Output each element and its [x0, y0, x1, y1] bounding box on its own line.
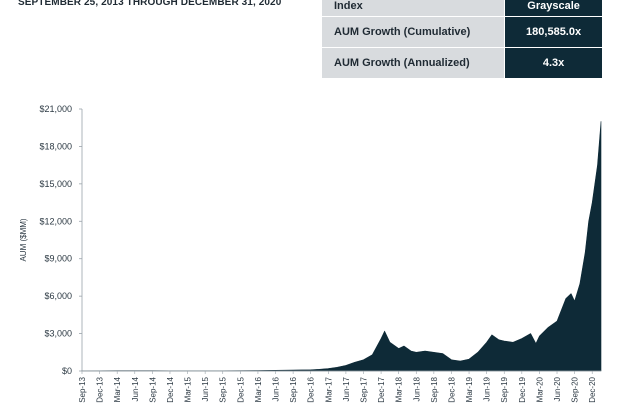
x-tick-label: Mar-14: [113, 376, 122, 402]
stats-label: Index: [322, 0, 506, 17]
stats-label: AUM Growth (Annualized): [322, 47, 506, 78]
x-tick-label: Sep-19: [500, 376, 509, 402]
stats-row: AUM Growth (Cumulative) 180,585.0x: [322, 16, 602, 48]
y-tick-label: $18,000: [39, 141, 72, 151]
aum-stats-table: Index Grayscale AUM Growth (Cumulative) …: [322, 0, 602, 78]
x-tick-label: Dec-18: [447, 376, 456, 402]
x-tick-label: Sep-13: [78, 376, 87, 402]
x-tick-label: Jun-14: [131, 376, 140, 401]
x-tick-label: Mar-15: [184, 376, 193, 402]
x-tick-label: Mar-17: [324, 376, 333, 402]
y-axis-label: AUM ($MM): [19, 218, 28, 261]
stats-row: AUM Growth (Annualized) 4.3x: [322, 47, 602, 78]
x-tick-label: Mar-18: [395, 376, 404, 402]
stats-value: 180,585.0x: [504, 16, 602, 48]
x-tick-label: Sep-18: [430, 376, 439, 402]
y-tick-label: $15,000: [39, 179, 72, 189]
stats-label: AUM Growth (Cumulative): [322, 16, 506, 48]
stats-row: Index Grayscale: [322, 0, 602, 17]
x-tick-label: Dec-20: [588, 376, 597, 402]
x-tick-label: Jun-19: [483, 376, 492, 401]
x-tick-label: Jun-18: [412, 376, 421, 401]
x-tick-label: Mar-19: [465, 376, 474, 402]
stats-value: Grayscale: [504, 0, 602, 17]
x-tick-label: Sep-15: [219, 376, 228, 402]
x-tick-label: Jun-15: [201, 376, 210, 401]
y-tick-label: $6,000: [44, 291, 72, 301]
x-tick-label: Mar-20: [535, 376, 544, 402]
aum-area-series: [81, 121, 602, 372]
y-tick-label: $21,000: [39, 104, 72, 114]
x-tick-label: Dec-17: [377, 376, 386, 402]
x-tick-label: Dec-19: [518, 376, 527, 402]
x-tick-label: Dec-14: [166, 376, 175, 402]
y-tick-label: $9,000: [44, 254, 72, 264]
x-tick-label: Jun-16: [272, 376, 281, 401]
x-tick-label: Mar-16: [254, 376, 263, 402]
x-tick-label: Dec-16: [307, 376, 316, 402]
stats-value: 4.3x: [504, 47, 602, 78]
x-tick-label: Sep-16: [289, 376, 298, 402]
y-tick-label: $0: [62, 366, 72, 376]
x-tick-label: Jun-17: [342, 376, 351, 401]
x-tick-label: Sep-17: [359, 376, 368, 402]
y-tick-label: $12,000: [39, 216, 72, 226]
x-tick-label: Dec-15: [236, 376, 245, 402]
x-tick-label: Sep-14: [148, 376, 157, 402]
x-tick-label: Dec-13: [96, 376, 105, 402]
x-tick-label: Sep-20: [571, 376, 580, 402]
chart-subtitle: SEPTEMBER 25, 2013 THROUGH DECEMBER 31, …: [18, 0, 282, 8]
x-tick-label: Jun-20: [553, 376, 562, 401]
y-tick-label: $3,000: [44, 329, 72, 339]
